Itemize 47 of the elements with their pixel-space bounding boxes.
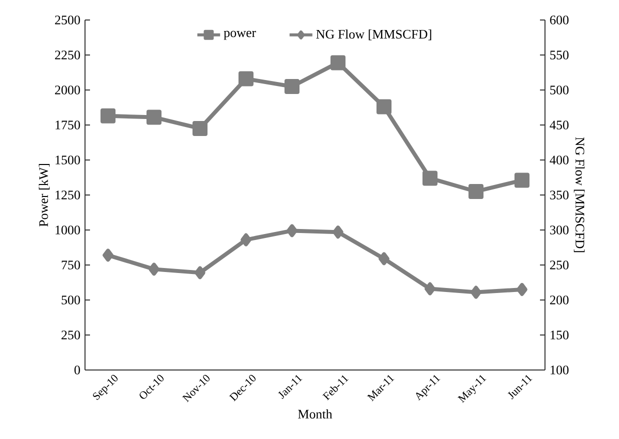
y2-tick-label: 450: [550, 120, 569, 130]
y-tick-label: 2250: [55, 50, 80, 60]
y-tick-label: 2500: [55, 16, 80, 24]
y-tick-label: 750: [62, 260, 80, 270]
point: [100, 108, 116, 124]
y2-tick-label: 350: [550, 190, 569, 200]
y-tick-label: 1750: [56, 120, 80, 130]
y2-tick-label: 400: [550, 156, 569, 164]
y2-tick-label: 500: [550, 86, 569, 94]
y-tick-label: 1500: [56, 156, 80, 164]
point: [284, 78, 300, 94]
y2-tick-label: 200: [550, 296, 569, 304]
point: [468, 184, 484, 199]
point: [146, 110, 162, 125]
point: [422, 170, 438, 186]
point: [332, 226, 344, 239]
y-tick-label: 1250: [56, 190, 80, 200]
point: [424, 282, 436, 296]
point: [240, 233, 252, 246]
point: [516, 282, 528, 296]
point: [148, 262, 160, 276]
y-tick-label: 250: [62, 330, 80, 340]
point: [238, 71, 254, 86]
y2-axis-title: NG Flow [MMSCFD]: [574, 137, 585, 252]
y2-tick-label: 550: [550, 50, 569, 60]
point: [330, 55, 346, 70]
legend-label: NG Flow [MMSCFD]: [316, 29, 432, 40]
point: [192, 120, 208, 136]
y-tick-label: 0: [74, 366, 80, 374]
y2-tick-label: 300: [550, 226, 569, 234]
point: [514, 172, 530, 188]
point: [470, 286, 482, 299]
point: [286, 224, 298, 238]
point: [194, 266, 206, 280]
y-axis-title: Power [kW]: [38, 164, 50, 227]
y2-tick-label: 600: [550, 16, 569, 24]
legend-label: power: [224, 30, 256, 40]
y-tick-label: 500: [62, 296, 80, 304]
point: [376, 99, 392, 114]
point: [378, 252, 390, 266]
point: [102, 248, 114, 262]
y-tick-label: 2000: [55, 86, 80, 94]
y2-tick-label: 100: [550, 366, 569, 374]
y2-tick-label: 250: [550, 260, 569, 270]
y-tick-label: 1000: [56, 226, 80, 234]
x-axis-title: Month: [298, 409, 332, 419]
y2-tick-label: 150: [550, 330, 569, 340]
